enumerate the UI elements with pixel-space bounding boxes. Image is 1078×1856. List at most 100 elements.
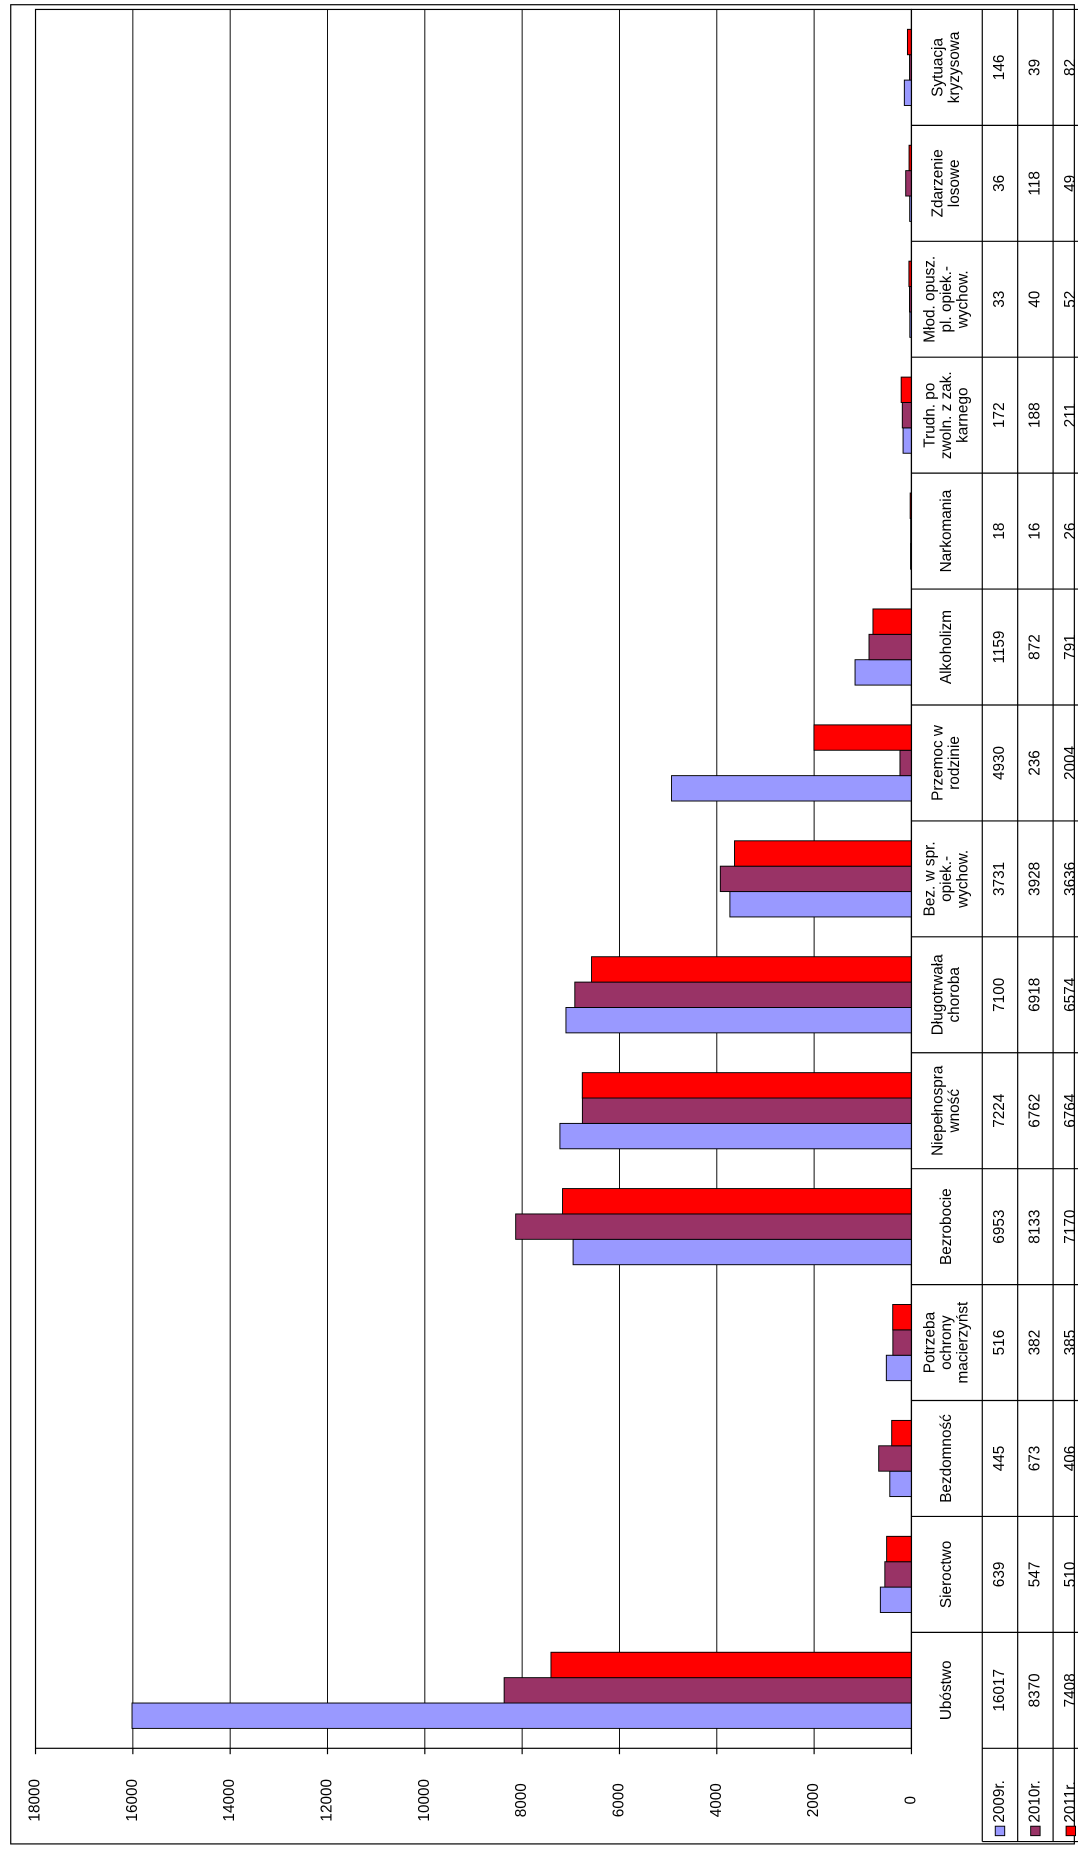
table-value: 16017 (991, 1669, 1008, 1712)
bar (899, 749, 912, 777)
table-value: 6574 (1062, 977, 1078, 1012)
table-value: 6762 (1026, 1094, 1043, 1128)
bar (902, 427, 912, 454)
table-value: 382 (1026, 1330, 1043, 1356)
category-label: Trudn. pozwoln. z zak.karnego (921, 371, 971, 459)
bar (729, 891, 912, 918)
bar (905, 170, 912, 197)
table-value: 36 (991, 175, 1008, 192)
bar (903, 79, 912, 106)
table-value: 16 (1026, 523, 1043, 540)
bar (879, 1586, 912, 1613)
bar (886, 1535, 912, 1563)
table-value: 516 (991, 1330, 1008, 1356)
bar (906, 28, 912, 56)
category-label: Długotrwałachoroba (930, 954, 964, 1035)
bar (892, 1329, 912, 1356)
table-value: 52 (1062, 291, 1078, 308)
table-value: 510 (1062, 1562, 1078, 1588)
category-label: Alkoholizm (938, 610, 955, 684)
table-value: 6764 (1062, 1093, 1078, 1128)
table-value: 33 (991, 291, 1008, 308)
category-label: Bezrobocie (938, 1188, 955, 1265)
table-value: 1159 (991, 631, 1008, 664)
y-tick-label: 8000 (513, 1783, 530, 1817)
table-value: 3731 (991, 862, 1008, 896)
table-value: 673 (1026, 1446, 1043, 1472)
rotated-chart: 0 2000 4000 6000 8000 10000 12000 14000 16000 180… (27, 8, 1078, 1843)
bar (131, 1702, 912, 1729)
table-value: 4930 (991, 746, 1008, 780)
table-value: 40 (1026, 291, 1043, 308)
bar (868, 633, 912, 661)
y-tick-label: 18000 (27, 1779, 44, 1822)
table-value: 639 (991, 1562, 1008, 1588)
category-label: Przemoc wrodzinie (930, 724, 964, 801)
bar (872, 608, 912, 635)
table-value: 7408 (1062, 1673, 1078, 1707)
y-tick-label: 2000 (805, 1783, 822, 1817)
table-value: 26 (1062, 523, 1078, 540)
bar (900, 376, 912, 403)
legend-swatch (1030, 1825, 1041, 1837)
y-tick-label: 10000 (416, 1779, 433, 1822)
table-value: 7170 (1062, 1210, 1078, 1244)
table-value: 872 (1026, 634, 1043, 660)
category-label: Zdarzenielosowe (930, 149, 964, 217)
bar (892, 1304, 912, 1331)
bar (813, 724, 912, 751)
bar (854, 659, 912, 686)
legend-swatch (1065, 1825, 1077, 1837)
table-value: 188 (1026, 402, 1043, 428)
table-value: 8133 (1026, 1210, 1043, 1244)
table-value: 2004 (1062, 745, 1078, 780)
table-value: 6953 (991, 1210, 1008, 1244)
legend-swatch (994, 1825, 1006, 1837)
table-value: 406 (1062, 1446, 1078, 1472)
bar (559, 1122, 912, 1150)
category-label: Niepełnosprawność (930, 1065, 964, 1156)
category-label: Sytuacjakryzysowa (930, 31, 964, 103)
category-label: Ubóstwo (938, 1661, 955, 1721)
bar (891, 1419, 912, 1447)
table-value: 146 (991, 55, 1008, 81)
bar (591, 956, 912, 983)
bar (572, 1238, 912, 1266)
y-tick-label: 0 (902, 1796, 919, 1805)
y-tick-label: 6000 (611, 1783, 628, 1817)
bar (503, 1677, 912, 1704)
table-value: 7224 (991, 1093, 1008, 1128)
bar (574, 981, 912, 1008)
table-value: 118 (1026, 171, 1043, 195)
category-label: Młod. opusz.pl. opiek.-wychow. (921, 256, 971, 343)
category-label: Bezdomność (938, 1414, 955, 1503)
table-value: 18 (991, 523, 1008, 540)
table-value: 172 (991, 402, 1008, 428)
bar (719, 865, 912, 893)
bar (885, 1354, 912, 1382)
bar (550, 1651, 912, 1679)
table-value: 211 (1062, 403, 1078, 427)
bar (671, 775, 912, 802)
table-value: 3636 (1062, 862, 1078, 896)
table-value: 6918 (1026, 978, 1043, 1012)
category-label: Bez. w spr.opiek.-wychow. (921, 841, 971, 916)
y-tick-label: 12000 (319, 1779, 336, 1822)
bar (581, 1072, 912, 1099)
legend-label: 2011r. (1062, 1781, 1078, 1822)
table-value: 8370 (1026, 1673, 1043, 1707)
legend-label: 2010r. (1026, 1780, 1043, 1823)
bar (565, 1007, 912, 1034)
table-value: 385 (1062, 1330, 1078, 1356)
bar (884, 1561, 912, 1588)
bar (889, 1470, 912, 1498)
bar (901, 402, 912, 429)
category-label: Potrzebaochronymacierzyńst (921, 1301, 971, 1384)
table-value: 49 (1062, 175, 1078, 192)
table-value: 791 (1062, 634, 1078, 660)
bar (515, 1213, 912, 1240)
bar (878, 1445, 912, 1472)
bar (734, 840, 912, 867)
